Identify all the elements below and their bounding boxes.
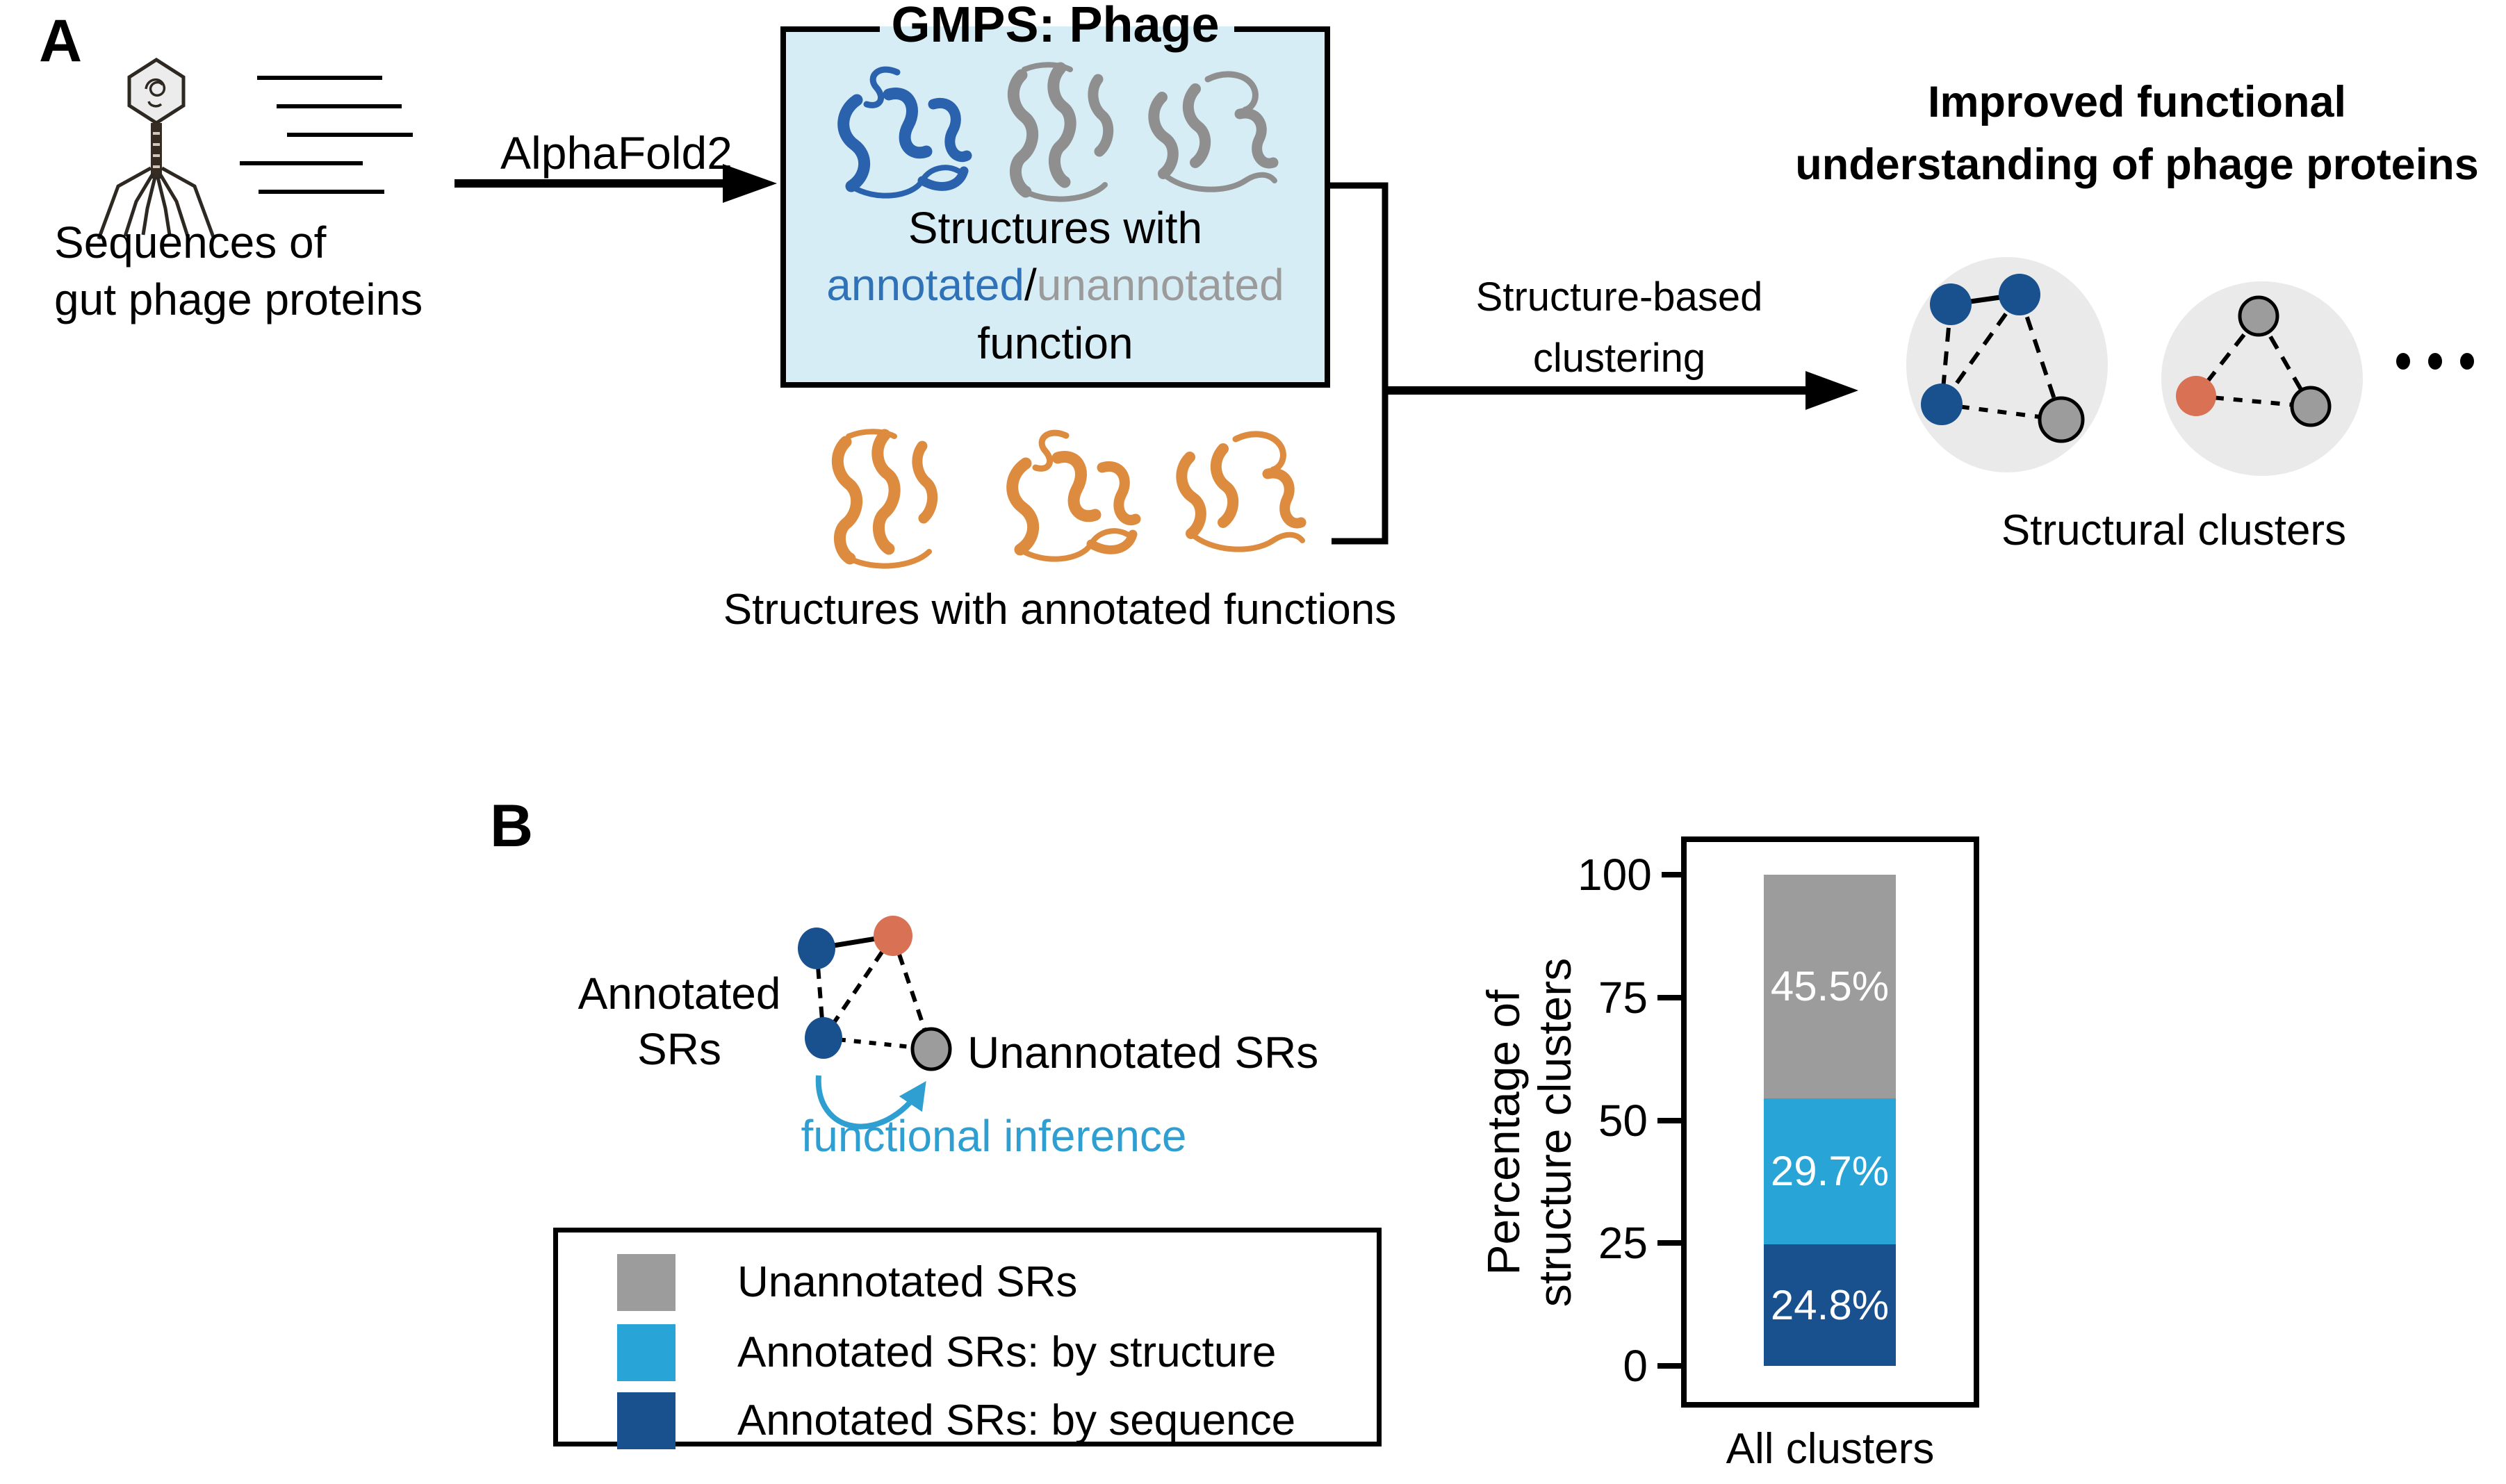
clustering-label-line1: Structure-based xyxy=(1475,274,1763,320)
x-axis-category-label: All clusters xyxy=(1726,1425,1935,1473)
node-orange xyxy=(874,916,912,956)
legend-label-by-structure: Annotated SRs: by structure xyxy=(737,1328,1277,1376)
functional-inference-label: functional inference xyxy=(801,1111,1187,1161)
y-axis-tick-25: 25 xyxy=(1578,1217,1681,1269)
node-unannotated xyxy=(910,1027,952,1071)
legend-box: Unannotated SRs Annotated SRs: by struct… xyxy=(553,1228,1382,1449)
ellipsis-dots-icon xyxy=(2396,353,2474,370)
y-tick-mark xyxy=(1657,994,1681,1000)
node-unannotated xyxy=(2290,386,2332,427)
y-tick-mark xyxy=(1657,1363,1681,1369)
bar-segment-label: 45.5% xyxy=(1770,963,1890,1010)
legend-label-by-sequence: Annotated SRs: by sequence xyxy=(737,1396,1296,1444)
gmps-box-line2: annotated/unannotated xyxy=(780,260,1330,310)
y-tick-label: 50 xyxy=(1598,1095,1648,1146)
merge-bracket xyxy=(1330,182,1389,545)
structural-cluster-2 xyxy=(2161,281,2363,476)
bar-segment-label: 29.7% xyxy=(1770,1148,1890,1195)
sequences-caption-line1: Sequences of xyxy=(54,217,327,267)
gmps-box-line3: function xyxy=(977,318,1133,368)
bar-segment-annotated-by-structure: 29.7% xyxy=(1764,1098,1896,1244)
y-tick-label: 0 xyxy=(1623,1341,1648,1391)
sequence-lines-icon xyxy=(240,76,413,194)
unannotated-srs-label: Unannotated SRs xyxy=(967,1028,1319,1078)
panel-a-label: A xyxy=(39,8,83,74)
alphafold2-label: AlphaFold2 xyxy=(500,127,732,179)
structural-clusters-caption: Structural clusters xyxy=(2001,506,2347,554)
y-axis-title-line1: Percentage of xyxy=(1477,989,1529,1276)
y-tick-mark xyxy=(1661,872,1681,877)
node-unannotated xyxy=(2238,295,2279,337)
phage-tail-stripes xyxy=(153,132,160,168)
gmps-box-title: GMPS: Phage xyxy=(891,0,1220,53)
node-annotated xyxy=(1921,384,1963,425)
bar-segment-label: 24.8% xyxy=(1770,1281,1890,1328)
node-annotated xyxy=(798,928,835,969)
y-tick-label: 100 xyxy=(1578,850,1652,900)
annotated-word: annotated xyxy=(826,260,1025,310)
outcome-title-line1: Improved functional xyxy=(1927,78,2347,126)
legend-swatch-by-sequence xyxy=(617,1392,675,1449)
protein-structure-orange-1 xyxy=(837,431,932,566)
structural-cluster-1 xyxy=(1906,257,2108,472)
y-axis-title-line2: structure clusters xyxy=(1529,957,1580,1308)
phage-tail xyxy=(151,123,162,179)
gmps-box-line1: Structures with xyxy=(908,203,1203,253)
protein-structure-orange-2 xyxy=(1013,433,1136,559)
phage-dna-squiggle xyxy=(145,79,166,108)
legend-swatch-by-structure xyxy=(617,1324,675,1381)
node-orange xyxy=(2176,376,2216,416)
legend-swatch-unannotated xyxy=(617,1254,675,1311)
y-axis-tick-0: 0 xyxy=(1578,1340,1681,1392)
annotated-srs-line1: Annotated xyxy=(578,968,781,1019)
outcome-title-line2: understanding of phage proteins xyxy=(1795,140,2479,189)
panel-b-label: B xyxy=(490,793,534,859)
node-annotated xyxy=(1999,274,2040,315)
y-tick-label: 25 xyxy=(1598,1218,1648,1269)
unannotated-word: unannotated xyxy=(1036,260,1284,310)
node-unannotated xyxy=(2038,396,2085,443)
separator-slash: / xyxy=(1024,260,1037,310)
y-axis-tick-100: 100 xyxy=(1578,849,1681,900)
y-axis-tick-50: 50 xyxy=(1578,1095,1681,1146)
annotated-structures-caption: Structures with annotated functions xyxy=(723,586,1397,634)
protein-structure-orange-3 xyxy=(1181,434,1302,550)
phage-icon xyxy=(97,58,216,240)
y-tick-label: 75 xyxy=(1598,972,1648,1023)
outcome-title: Improved functional understanding of pha… xyxy=(1751,71,2506,196)
clustering-label-line2: clustering xyxy=(1532,336,1706,381)
stacked-bar: 24.8% 29.7% 45.5% xyxy=(1764,875,1896,1366)
annotated-srs-label: Annotated SRs xyxy=(518,966,841,1077)
node-annotated xyxy=(1930,283,1972,325)
sequences-caption-line2: gut phage proteins xyxy=(54,274,423,324)
y-tick-mark xyxy=(1657,1240,1681,1246)
y-axis-title: Percentage of structure clusters xyxy=(1477,958,1580,1307)
y-axis-tick-75: 75 xyxy=(1578,972,1681,1023)
bar-segment-unannotated: 45.5% xyxy=(1764,875,1896,1098)
legend-label-unannotated: Unannotated SRs xyxy=(737,1258,1078,1306)
y-tick-mark xyxy=(1657,1117,1681,1123)
bar-segment-annotated-by-sequence: 24.8% xyxy=(1764,1244,1896,1366)
sequences-caption: Sequences of gut phage proteins xyxy=(54,214,471,328)
annotated-srs-line2: SRs xyxy=(637,1024,721,1074)
clustering-label: Structure-based clustering xyxy=(1383,267,1856,389)
